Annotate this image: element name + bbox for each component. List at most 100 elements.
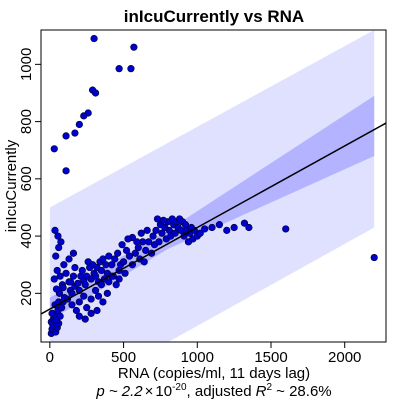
x-axis: 0 500 1000 1500 2000 [46,342,361,366]
data-point [196,229,204,237]
data-point [115,65,123,73]
data-point [69,272,78,280]
data-point [78,266,86,275]
data-point [83,304,91,312]
data-point [125,252,134,260]
data-point [153,215,162,223]
data-point [99,255,107,263]
data-point [131,249,139,257]
data-point [114,249,122,257]
y-tick-label: 200 [18,281,35,306]
data-point [152,226,160,234]
data-point [52,252,60,260]
data-point [91,286,100,295]
data-point [127,65,135,73]
data-point [145,238,153,246]
data-point [52,285,61,293]
data-point [68,301,76,309]
y-tick-label: 600 [18,166,35,191]
data-point [137,229,145,237]
data-point [50,145,58,153]
data-point [91,89,100,97]
data-point [87,295,95,303]
data-point [74,279,82,287]
caption-p: p ~ 2.2 [95,383,143,400]
data-point [97,281,106,289]
data-point [57,238,65,246]
data-point [97,266,106,275]
y-tick-label: 1000 [18,48,35,81]
data-point [112,281,120,289]
data-point [124,235,132,243]
data-point [159,216,167,224]
data-point [80,112,88,120]
data-point [66,278,75,286]
data-point [54,232,62,240]
plot-area [41,30,386,342]
data-point [149,232,157,240]
data-point [93,306,101,315]
data-point [223,226,231,234]
data-point [99,298,107,306]
data-point [80,292,88,300]
data-point [103,289,111,297]
caption-exponent: -20 [172,382,187,393]
y-axis: 200 400 600 800 1000 [18,48,41,306]
caption-r-exponent: 2 [266,382,272,393]
data-point [94,292,103,300]
data-point [133,238,141,246]
data-point [171,229,179,237]
data-point [215,221,223,229]
data-point [50,275,58,283]
caption-r2-value: ~ 28.6% [272,383,332,400]
y-axis-title: inIcuCurrently [3,139,20,232]
data-point [87,309,95,317]
data-point [121,269,129,277]
data-point [105,278,113,286]
data-point [201,225,209,233]
data-point [230,223,238,232]
data-point [60,261,68,269]
data-point [51,226,59,234]
data-point [62,167,70,175]
data-point [91,272,100,280]
data-point [158,229,166,237]
data-point [81,281,89,289]
data-point [65,255,73,263]
data-point [282,225,290,233]
data-point [71,263,79,272]
data-point [370,253,378,262]
chart-title: inIcuCurrently vs RNA [124,7,304,26]
caption-base: 10 [155,383,172,400]
x-tick-label: 2000 [328,349,361,366]
data-point [56,272,64,280]
data-point [143,226,151,234]
data-point [245,223,253,232]
caption-r: R [256,383,267,400]
caption-r2-prefix: , adjusted [187,383,252,400]
data-point [75,120,83,129]
data-point [122,246,131,255]
regression-line [41,122,386,315]
data-point [105,252,113,260]
data-point [75,298,83,306]
data-point [130,43,138,51]
regression-caption: p ~ 2.2 × 10-20, adjusted R2 ~ 28.6% [95,382,331,400]
data-point [59,284,67,292]
y-tick-label: 800 [18,109,35,134]
data-point [62,132,70,140]
data-point [81,315,89,323]
data-point [71,129,79,137]
data-point [72,306,80,315]
x-tick-label: 500 [111,349,136,366]
data-point [111,255,119,263]
data-point [75,312,83,320]
data-points [47,34,378,338]
data-point [115,275,123,283]
data-point [140,258,148,266]
data-point [208,223,216,232]
data-point [69,249,78,257]
data-point [48,309,56,317]
data-point [118,241,126,249]
data-point [142,246,150,255]
